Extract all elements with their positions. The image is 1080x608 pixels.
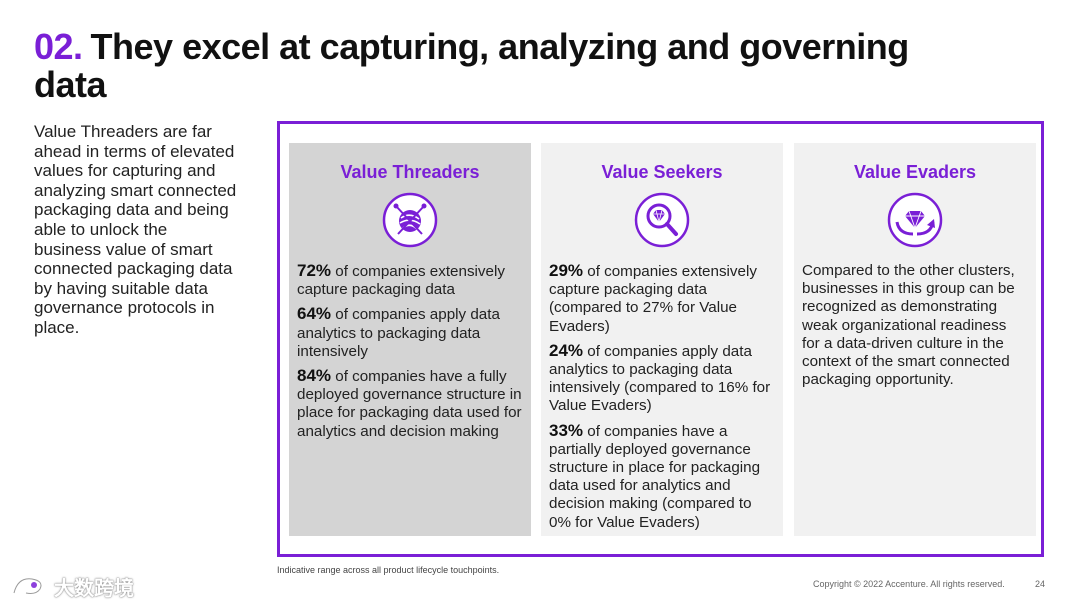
stat-text: of companies extensively capture packagi… (297, 263, 505, 299)
stat-value: 84% (297, 366, 332, 386)
card-value-evaders: Value Evaders Compared to the other clus… (794, 143, 1036, 536)
stat-value: 72% (297, 261, 332, 280)
stat-value: 29% (549, 261, 584, 280)
copyright: Copyright © 2022 Accenture. All rights r… (813, 579, 1005, 589)
watermark-text: 大数跨境 (54, 575, 134, 600)
card-value-threaders: Value Threaders 72% of companies extensi… (289, 143, 531, 536)
stat-item: 64% of companies apply data analytics to… (297, 305, 523, 361)
intro-paragraph: Value Threaders are far ahead in terms o… (34, 122, 237, 337)
card-value-seekers: Value Seekers 29% of companies extensive… (541, 143, 783, 536)
stat-item: 24% of companies apply data analytics to… (549, 340, 775, 416)
stat-item: 33% of companies have a partially deploy… (549, 420, 775, 532)
page-title: 02. They excel at capturing, analyzing an… (34, 28, 934, 104)
stat-item: 84% of companies have a fully deployed g… (297, 366, 523, 441)
title-text: They excel at capturing, analyzing and g… (34, 26, 909, 105)
stat-text: of companies apply data analytics to pac… (549, 342, 771, 415)
watermark-logo-icon (12, 577, 43, 595)
section-number: 02. (34, 26, 83, 67)
card-title: Value Seekers (601, 162, 723, 182)
stat-value: 64% (297, 304, 332, 324)
magnifying-glass-diamond-icon (634, 192, 690, 248)
card-title: Value Evaders (853, 162, 977, 182)
stat-value: 24% (549, 340, 584, 360)
footnote: Indicative range across all product life… (277, 565, 500, 575)
clusters-frame (277, 121, 1044, 557)
stat-text: of companies have a fully deployed gover… (297, 368, 522, 440)
watermark: 大数跨境 (10, 572, 134, 600)
card-description: Compared to the other clusters, business… (802, 262, 1015, 389)
stat-text: of companies have a partially deployed g… (549, 422, 761, 531)
stat-text: of companies apply data analytics to pac… (297, 306, 500, 360)
diamond-arrow-icon (887, 192, 943, 248)
card-title: Value Threaders (340, 162, 480, 182)
stat-value: 33% (549, 420, 584, 440)
stat-text: of companies extensively capture packagi… (549, 263, 757, 335)
page-number: 24 (1035, 579, 1046, 589)
stat-item: 72% of companies extensively capture pac… (297, 261, 523, 299)
stat-item: 29% of companies extensively capture pac… (549, 261, 775, 336)
yarn-ball-with-needles-icon (382, 192, 438, 248)
